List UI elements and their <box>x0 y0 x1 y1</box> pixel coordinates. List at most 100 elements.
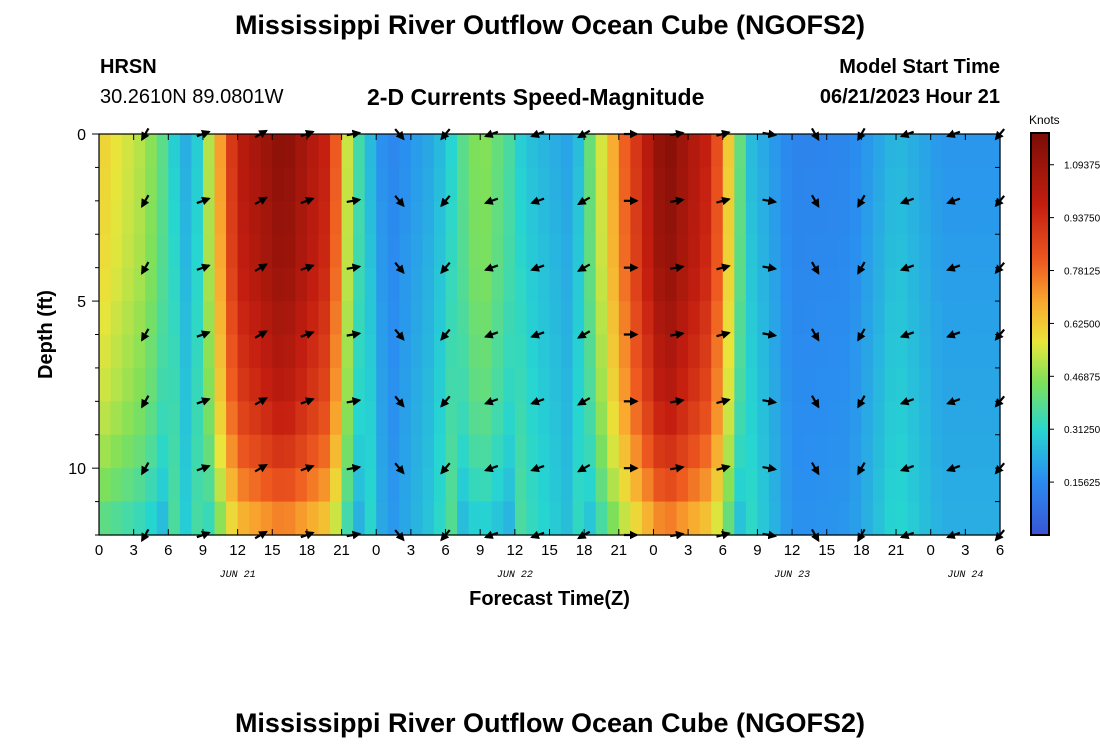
x-tick-label: 6 <box>164 542 172 559</box>
heatmap-cell <box>896 501 909 536</box>
heatmap-cell <box>780 200 793 235</box>
heatmap-cell <box>953 167 966 202</box>
heatmap-cell <box>168 434 181 469</box>
heatmap-cell <box>988 468 1001 503</box>
heatmap-cell <box>976 501 990 536</box>
colorbar-tick-label: 0.62500 <box>1064 319 1100 330</box>
heatmap-cell <box>965 167 978 202</box>
heatmap-cell <box>537 334 551 369</box>
heatmap-cell <box>353 267 366 302</box>
heatmap-cell <box>249 301 262 336</box>
heatmap-cell <box>757 167 770 202</box>
heatmap-cell <box>572 434 585 469</box>
heatmap-cell <box>896 401 909 436</box>
heatmap-cell <box>757 501 770 536</box>
x-tick-label: 15 <box>264 542 281 559</box>
heatmap-cell <box>237 334 250 369</box>
heatmap-cell <box>988 167 1001 202</box>
heatmap-cell <box>156 234 169 269</box>
heatmap-cell <box>283 167 296 202</box>
heatmap-cell <box>561 301 574 336</box>
heatmap-cell <box>676 200 689 235</box>
heatmap-cell <box>249 134 262 169</box>
heatmap-cell <box>526 234 539 269</box>
heatmap-cell <box>665 234 678 269</box>
current-vector-arrow <box>857 395 866 409</box>
heatmap-cell <box>815 234 828 269</box>
heatmap-cell <box>618 301 631 336</box>
heatmap-cell <box>780 234 793 269</box>
x-tick-label: 3 <box>961 542 969 559</box>
heatmap-cell <box>699 301 712 336</box>
heatmap-cell <box>688 401 701 436</box>
heatmap-cell <box>630 401 643 436</box>
heatmap-cell <box>514 234 527 269</box>
current-vector-arrow <box>346 463 362 473</box>
heatmap-cell <box>145 401 158 436</box>
heatmap-cell <box>780 301 793 336</box>
heatmap-cell <box>387 267 400 302</box>
x-tick-label: 3 <box>129 542 137 559</box>
heatmap-cell <box>341 501 354 536</box>
heatmap-cell <box>561 501 574 536</box>
heatmap-cell <box>237 234 250 269</box>
heatmap-cell <box>942 401 955 436</box>
heatmap-cell <box>202 367 216 402</box>
heatmap-cell <box>191 501 204 536</box>
heatmap-cell <box>745 468 759 503</box>
heatmap-cell <box>133 234 146 269</box>
heatmap-cell <box>630 267 643 302</box>
current-vector-arrow <box>576 397 591 406</box>
date-label: JUN 23 <box>774 570 810 581</box>
heatmap-cell <box>653 301 666 336</box>
current-vector-arrow <box>669 463 685 473</box>
heatmap-cell <box>757 434 770 469</box>
heatmap-cell <box>768 234 782 269</box>
heatmap-cell <box>226 434 239 469</box>
colorbar: Knots 0.15625 0.31250 0.46875 0.62500 0.7812… <box>1029 113 1100 536</box>
heatmap-cell <box>433 200 447 235</box>
heatmap-cell <box>468 367 481 402</box>
heatmap-cell <box>815 367 828 402</box>
heatmap-cell <box>457 334 470 369</box>
current-vector-arrow <box>141 328 150 342</box>
heatmap-cell <box>226 267 239 302</box>
x-tick-label: 0 <box>95 542 103 559</box>
current-vector-arrow <box>300 397 315 406</box>
current-vector-arrow <box>899 196 915 205</box>
heatmap-cell <box>341 367 354 402</box>
heatmap-cell <box>330 167 343 202</box>
heatmap-cell <box>468 434 481 469</box>
model-start-label: Model Start Time <box>839 56 1000 78</box>
heatmap-cell <box>249 334 262 369</box>
heatmap-cell <box>618 367 631 402</box>
heatmap-cell <box>214 401 227 436</box>
heatmap-cell <box>792 234 805 269</box>
heatmap-cell <box>745 301 759 336</box>
heatmap-cell <box>988 301 1001 336</box>
heatmap-cell <box>861 501 874 536</box>
heatmap-cell <box>930 167 943 202</box>
heatmap-cell <box>826 468 839 503</box>
heatmap-cell <box>387 134 400 169</box>
current-vector-arrow <box>440 328 451 341</box>
heatmap-cell <box>457 501 470 536</box>
heatmap-cell <box>584 167 597 202</box>
heatmap-cell <box>318 401 331 436</box>
heatmap-cell <box>699 234 712 269</box>
heatmap-cell <box>537 134 551 169</box>
heatmap-cell <box>561 401 574 436</box>
heatmap-cell <box>965 267 978 302</box>
heatmap-cell <box>202 434 216 469</box>
heatmap-cell <box>699 134 712 169</box>
heatmap-cell <box>803 434 816 469</box>
heatmap-cell <box>503 267 516 302</box>
current-vector-arrow <box>394 328 405 341</box>
x-tick-label: 3 <box>684 542 692 559</box>
heatmap-cell <box>353 501 366 536</box>
heatmap-cell <box>942 134 955 169</box>
heatmap-cell <box>965 334 978 369</box>
heatmap-cell <box>341 468 354 503</box>
heatmap-cell <box>318 167 331 202</box>
x-tick-label: 15 <box>541 542 558 559</box>
